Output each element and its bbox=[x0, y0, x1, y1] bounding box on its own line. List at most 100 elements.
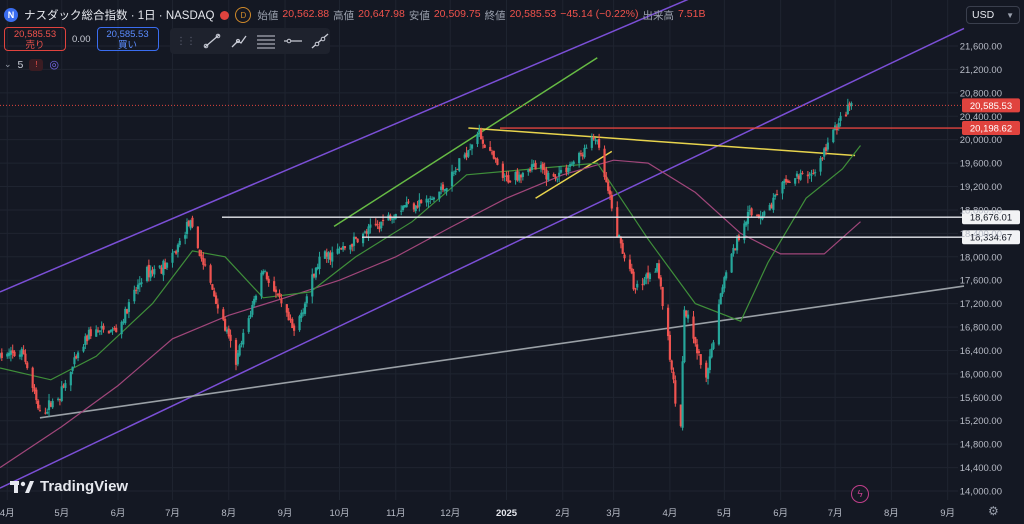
candle bbox=[605, 176, 608, 183]
candle bbox=[0, 352, 3, 358]
horizontal-line-icon[interactable] bbox=[282, 31, 303, 51]
candle bbox=[763, 211, 766, 216]
candle bbox=[323, 251, 327, 259]
candle bbox=[316, 266, 319, 269]
candle bbox=[361, 233, 365, 244]
candle bbox=[173, 251, 176, 253]
level-price-label: 20,198.62 bbox=[970, 124, 1012, 135]
candle bbox=[22, 350, 25, 355]
market-status-dot[interactable] bbox=[220, 10, 230, 20]
tradingview-logo[interactable]: TradingView bbox=[10, 478, 128, 495]
y-tick-label: 18,400.00 bbox=[960, 229, 1002, 240]
x-tick-label: 11月 bbox=[386, 508, 405, 519]
candle bbox=[697, 351, 701, 353]
grid bbox=[0, 0, 958, 500]
buy-price: 20,585.53 bbox=[106, 29, 149, 40]
candle bbox=[674, 380, 677, 404]
purple-lower-channel[interactable] bbox=[0, 27, 965, 489]
candle bbox=[814, 172, 817, 174]
alert-icon[interactable]: ! bbox=[29, 58, 44, 71]
candle bbox=[454, 170, 457, 173]
green-trendline[interactable] bbox=[333, 57, 598, 227]
candle bbox=[725, 272, 728, 279]
candle bbox=[75, 356, 78, 359]
candle bbox=[594, 139, 597, 141]
candle bbox=[710, 348, 713, 358]
candle bbox=[837, 122, 840, 129]
candle bbox=[191, 217, 194, 227]
candle bbox=[33, 387, 36, 392]
candle bbox=[20, 348, 23, 357]
candle bbox=[378, 226, 381, 230]
data-badge[interactable]: D bbox=[235, 7, 252, 23]
candle bbox=[458, 158, 461, 171]
candle bbox=[848, 103, 851, 107]
y-tick-label: 15,200.00 bbox=[960, 416, 1002, 427]
candle bbox=[734, 249, 737, 251]
level-price-tag bbox=[962, 121, 1020, 136]
candle bbox=[151, 269, 154, 274]
yellow-resistance[interactable] bbox=[468, 127, 856, 157]
candle bbox=[452, 172, 455, 174]
level-price-label: 18,676.01 bbox=[970, 213, 1012, 224]
candle bbox=[407, 201, 410, 203]
trendline-tool-icon[interactable] bbox=[202, 31, 223, 51]
candle bbox=[365, 231, 368, 234]
candle bbox=[469, 149, 472, 151]
candle bbox=[247, 318, 250, 332]
candle bbox=[236, 353, 239, 365]
sell-button[interactable]: 20,585.53 売り bbox=[4, 27, 66, 51]
ray-tool-icon[interactable] bbox=[229, 31, 250, 51]
ohlc-key: 出来高 bbox=[642, 9, 675, 22]
buy-button[interactable]: 20,585.53 買い bbox=[96, 27, 159, 51]
horizontal-levels: 20,585.53 20,198.62 18,676.01 18,334.67 bbox=[0, 98, 1020, 245]
indicator-count[interactable]: 5 bbox=[17, 58, 24, 71]
purple-upper-channel[interactable] bbox=[0, 0, 964, 293]
candle bbox=[305, 296, 308, 304]
candle bbox=[543, 168, 546, 170]
candle bbox=[196, 226, 199, 249]
candle bbox=[456, 168, 459, 170]
candle bbox=[111, 329, 114, 331]
parallel-channel-icon[interactable] bbox=[256, 31, 277, 51]
ohlc-key: 安値 bbox=[408, 9, 430, 22]
lightning-icon[interactable]: ϟ bbox=[851, 485, 869, 503]
candle bbox=[367, 226, 370, 235]
ohlc-key: 終値 bbox=[484, 9, 506, 22]
candle bbox=[356, 238, 359, 243]
candle bbox=[585, 147, 588, 149]
candle bbox=[336, 248, 339, 254]
chevron-down-icon: ▼ bbox=[1006, 10, 1014, 20]
symbol-title[interactable]: ナスダック総合指数 · 1日 · NASDAQ bbox=[24, 10, 215, 22]
candle bbox=[645, 274, 648, 279]
candle bbox=[596, 140, 599, 142]
currency-select[interactable]: USD ▼ bbox=[966, 6, 1020, 24]
candle bbox=[214, 295, 218, 304]
gear-icon[interactable]: ⚙ bbox=[988, 504, 999, 518]
chevron-down-icon[interactable]: ⌄ bbox=[4, 59, 12, 69]
candle bbox=[31, 367, 34, 388]
x-tick-label: 7月 bbox=[828, 508, 843, 519]
candle bbox=[450, 171, 454, 187]
candle bbox=[209, 265, 212, 283]
sync-icon[interactable]: ◎ bbox=[49, 59, 59, 71]
y-tick-label: 17,600.00 bbox=[960, 276, 1002, 287]
candle bbox=[617, 234, 621, 237]
drag-handle-icon[interactable]: ⋮⋮ bbox=[176, 35, 196, 47]
candle bbox=[312, 273, 316, 277]
candle bbox=[44, 412, 47, 414]
candle bbox=[529, 169, 532, 172]
candle bbox=[394, 213, 397, 219]
candle bbox=[489, 147, 492, 151]
y-tick-label: 21,200.00 bbox=[960, 65, 1002, 76]
candle bbox=[240, 342, 243, 345]
candle bbox=[95, 329, 98, 337]
candle bbox=[570, 163, 573, 165]
y-tick-label: 18,800.00 bbox=[960, 205, 1002, 216]
grey-support[interactable] bbox=[39, 285, 965, 419]
extended-line-icon[interactable] bbox=[309, 31, 330, 51]
candle bbox=[133, 289, 136, 302]
candle bbox=[325, 252, 328, 257]
yellow-short[interactable] bbox=[535, 150, 613, 199]
